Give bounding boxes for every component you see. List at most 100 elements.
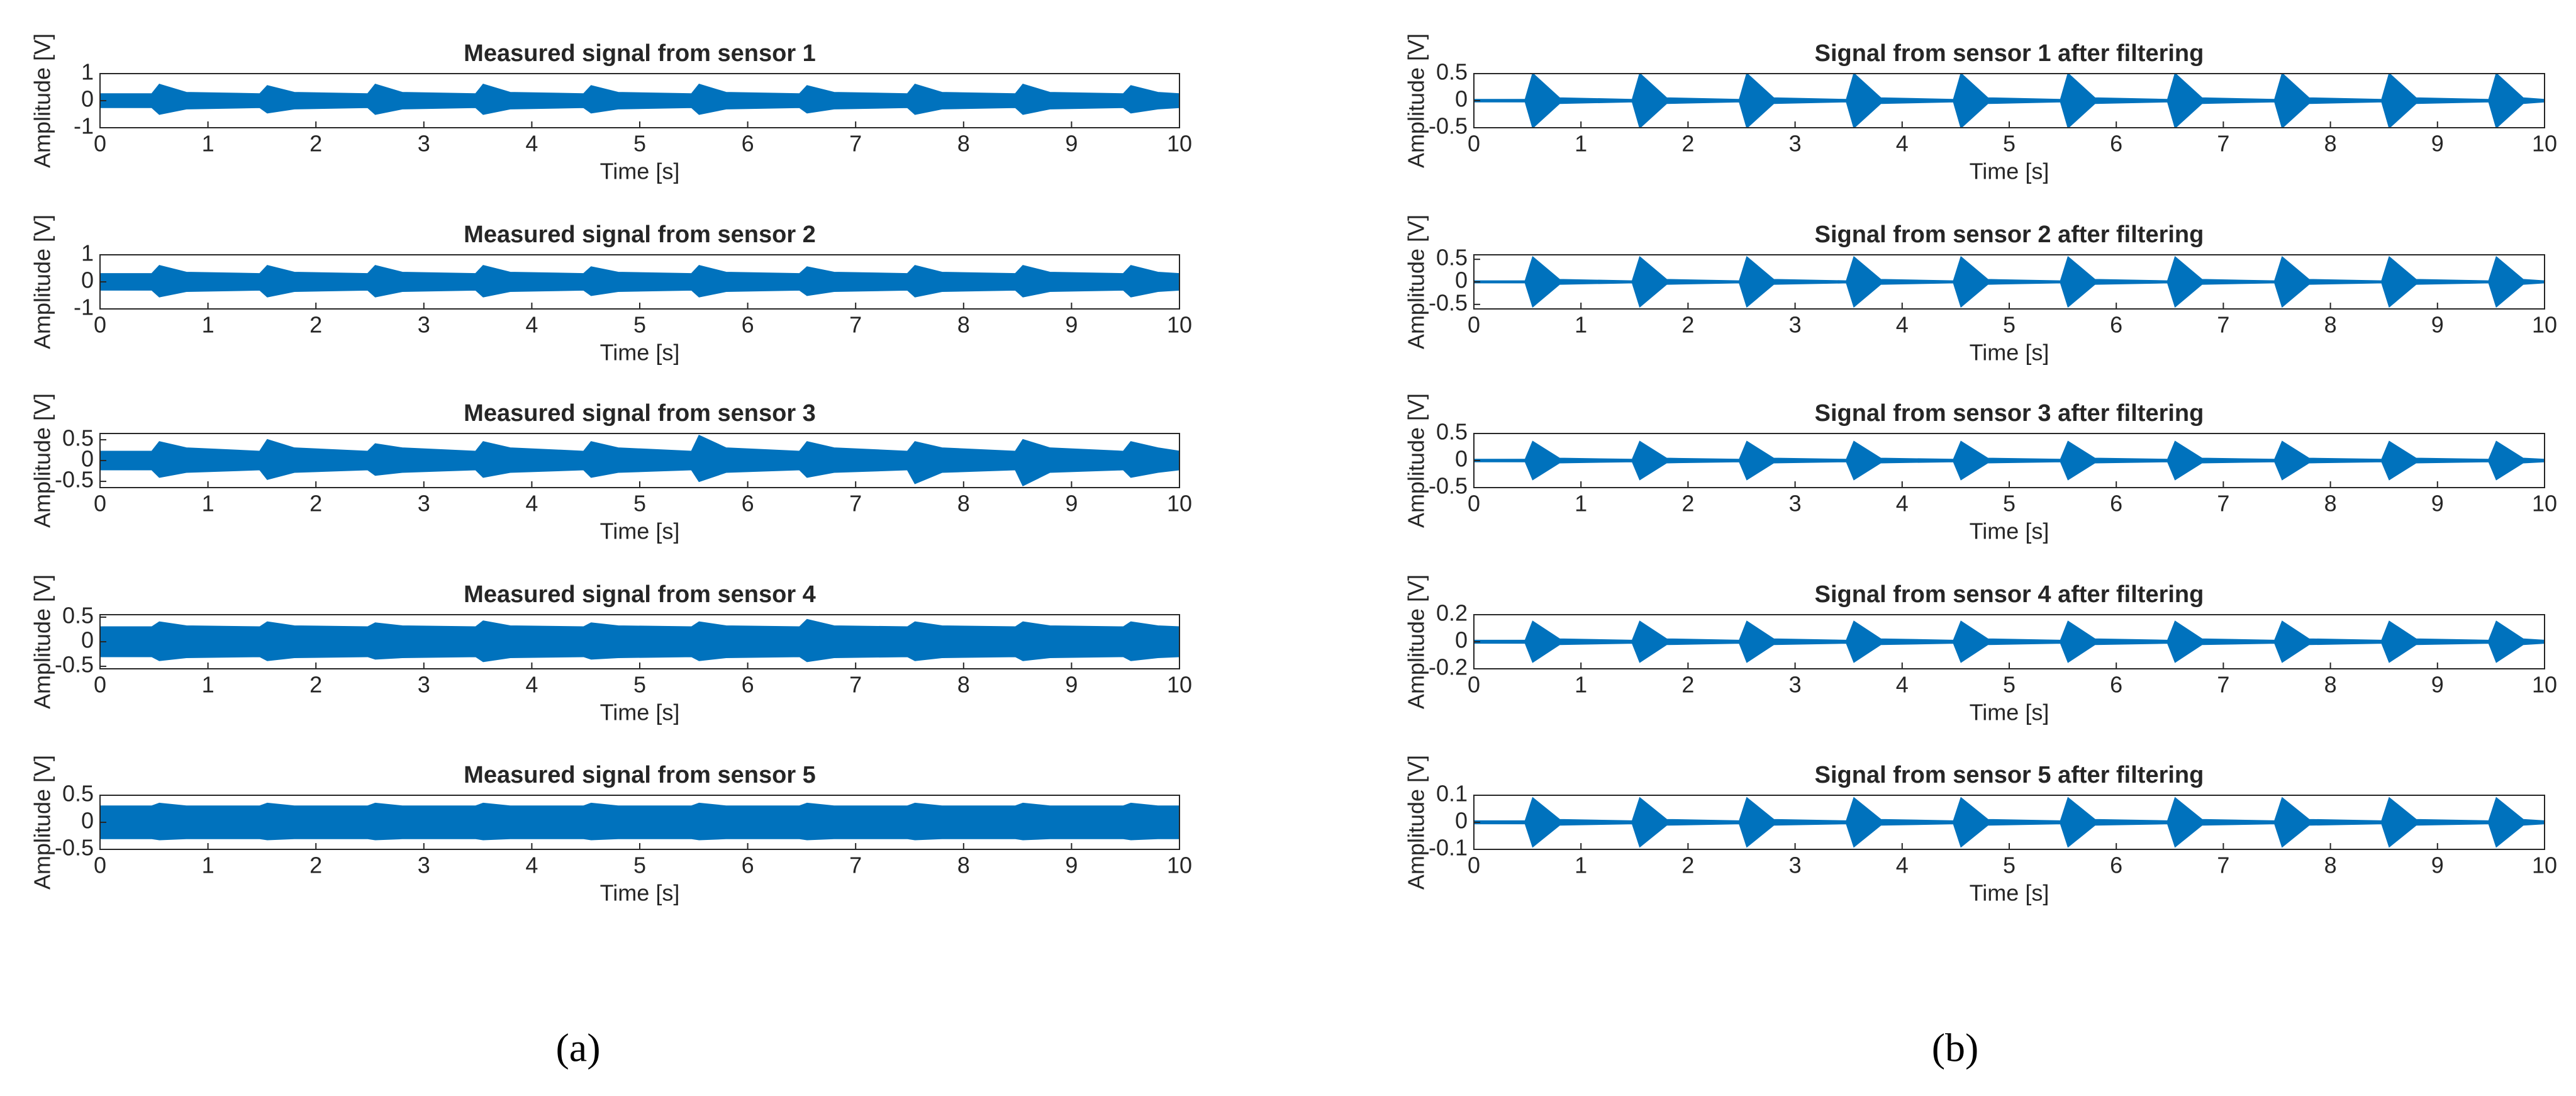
x-tick-label: 4 [1896,312,1909,338]
y-tick-label: 0.5 [62,602,94,628]
y-axis-label: Amplitude [V] [30,755,55,890]
y-tick-label: 0.2 [1436,600,1468,626]
x-tick-label: 4 [525,312,538,338]
data-layer [1474,255,2545,308]
y-axis-label: Amplitude [V] [30,33,55,168]
x-tick-label: 6 [2110,672,2122,698]
signal-envelope [100,802,1179,841]
y-tick-label: 1 [81,59,94,85]
x-axis-label: Time [s] [600,159,680,184]
x-tick-label: 9 [1065,672,1078,698]
x-tick-label: 2 [309,491,322,517]
x-tick-label: 7 [849,131,862,157]
x-axis-label: Time [s] [600,340,680,366]
x-tick-label: 7 [2217,312,2229,338]
x-tick-label: 0 [94,491,106,517]
x-tick-label: 1 [1575,672,1587,698]
x-tick-label: 4 [1896,491,1909,517]
x-tick-label: 2 [1681,853,1694,878]
x-tick-label: 5 [633,491,646,517]
x-tick-label: 6 [2110,131,2122,157]
y-tick-label: -0.5 [1429,473,1468,499]
x-tick-label: 6 [2110,491,2122,517]
x-tick-label: 6 [742,672,754,698]
x-tick-label: 9 [2431,672,2444,698]
x-axis-label: Time [s] [1970,700,2049,725]
x-tick-label: 0 [1468,312,1480,338]
x-tick-label: 8 [2324,131,2337,157]
signal-envelope [1474,74,2545,128]
y-tick-label: -0.5 [1429,289,1468,315]
x-tick-label: 4 [525,131,538,157]
x-tick-label: 7 [849,853,862,878]
x-tick-label: 7 [849,312,862,338]
x-tick-label: 7 [849,491,862,517]
x-tick-label: 5 [2003,131,2016,157]
y-axis-label: Amplitude [V] [30,393,55,528]
y-tick-label: 0 [1455,808,1468,834]
x-tick-label: 8 [957,853,970,878]
y-tick-label: 1 [81,240,94,266]
y-axis-label: Amplitude [V] [30,574,55,709]
y-tick-label: 0 [1455,267,1468,293]
data-layer [100,265,1179,298]
data-layer [100,802,1179,841]
signal-envelope [1474,797,2545,848]
x-tick-label: 10 [1167,491,1192,517]
y-tick-label: -0.5 [55,652,94,678]
x-tick-label: 3 [418,853,430,878]
x-tick-label: 10 [2532,672,2557,698]
x-tick-label: 7 [849,672,862,698]
x-axis-label: Time [s] [1970,518,2049,544]
x-tick-label: 0 [94,131,106,157]
signal-envelope [100,265,1179,298]
chart-title: Signal from sensor 2 after filtering [1815,221,2204,248]
x-tick-label: 2 [1681,131,1694,157]
x-tick-label: 5 [633,312,646,338]
x-tick-label: 6 [742,853,754,878]
chart-title: Signal from sensor 3 after filtering [1815,400,2204,427]
signal-envelope [1474,620,2545,663]
x-tick-label: 4 [525,491,538,517]
x-tick-label: 5 [633,131,646,157]
x-tick-label: 3 [418,491,430,517]
signal-envelope [100,84,1179,115]
x-tick-label: 9 [1065,491,1078,517]
signal-envelope [1474,440,2545,481]
x-tick-label: 6 [742,491,754,517]
x-tick-label: 8 [2324,312,2337,338]
x-tick-label: 4 [525,672,538,698]
y-tick-label: 0 [81,86,94,112]
x-tick-label: 2 [309,853,322,878]
x-tick-label: 9 [2431,312,2444,338]
y-tick-label: 0 [1455,627,1468,653]
y-tick-label: -0.2 [1429,654,1468,680]
x-tick-label: 10 [1167,853,1192,878]
x-tick-label: 2 [1681,672,1694,698]
x-tick-label: 1 [202,312,215,338]
x-tick-label: 9 [2431,131,2444,157]
x-tick-label: 4 [525,853,538,878]
data-layer [1474,797,2545,848]
x-tick-label: 6 [742,131,754,157]
x-tick-label: 10 [2532,491,2557,517]
x-axis-label: Time [s] [600,880,680,906]
x-tick-label: 7 [2217,672,2229,698]
x-tick-label: 0 [1468,131,1480,157]
x-tick-label: 8 [957,131,970,157]
y-tick-label: 0.5 [1436,245,1468,271]
x-tick-label: 9 [1065,853,1078,878]
x-tick-label: 5 [2003,312,2016,338]
x-axis-label: Time [s] [1970,880,2049,906]
y-tick-label: 0 [81,808,94,834]
x-tick-label: 8 [957,312,970,338]
x-tick-label: 1 [1575,131,1587,157]
data-layer [100,434,1179,487]
chart-title: Measured signal from sensor 4 [464,581,816,608]
